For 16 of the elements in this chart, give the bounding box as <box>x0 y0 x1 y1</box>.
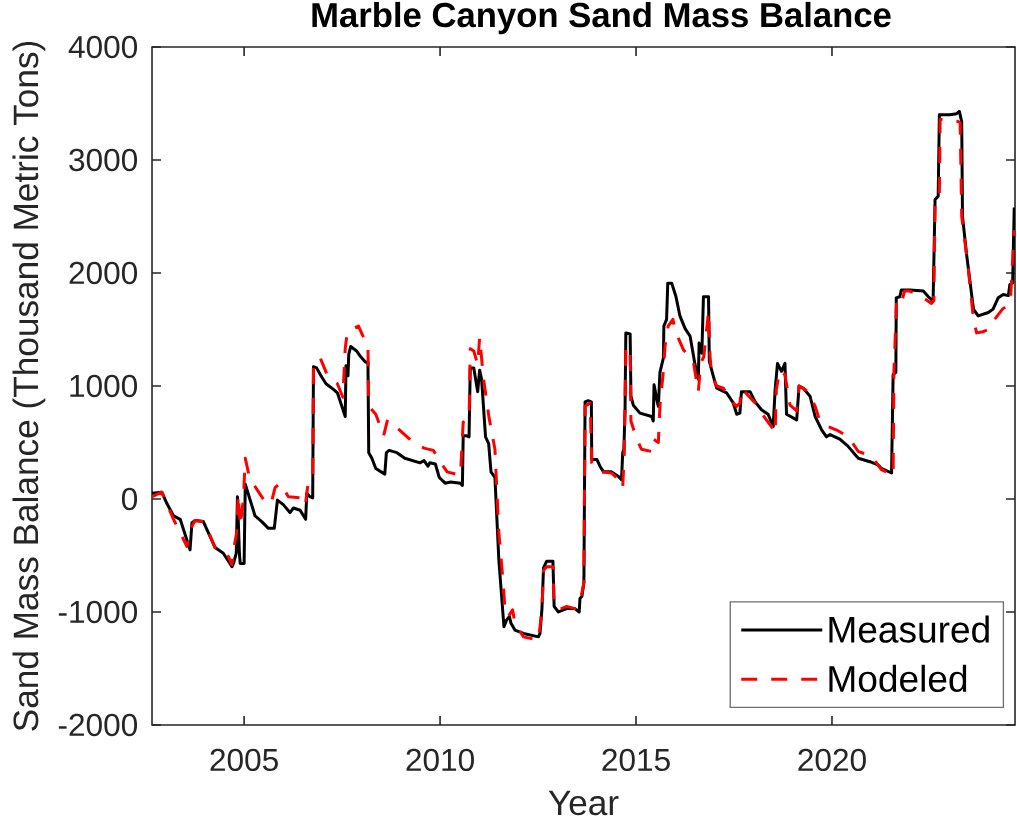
x-tick-label: 2010 <box>406 748 474 772</box>
legend-label: Modeled <box>829 664 967 692</box>
legend-label: Measured <box>829 615 989 643</box>
y-tick-label: 3000 <box>69 148 138 172</box>
y-tick-label: 1000 <box>70 374 138 398</box>
y-tick-label: -1000 <box>58 600 138 624</box>
y-axis-title: Sand Mass Balance (Thousand Metric Tons) <box>12 41 46 731</box>
x-tick-label: 2005 <box>210 748 278 772</box>
x-tick-label: 2015 <box>602 748 670 772</box>
x-axis-title: Year <box>548 790 619 816</box>
chart-title: Marble Canyon Sand Mass Balance <box>312 1 891 35</box>
y-tick-label: 0 <box>121 487 138 511</box>
y-tick-label: 4000 <box>68 35 138 59</box>
y-tick-label: 2000 <box>69 261 138 285</box>
x-tick-label: 2020 <box>798 748 866 772</box>
y-tick-label: -2000 <box>58 713 138 737</box>
